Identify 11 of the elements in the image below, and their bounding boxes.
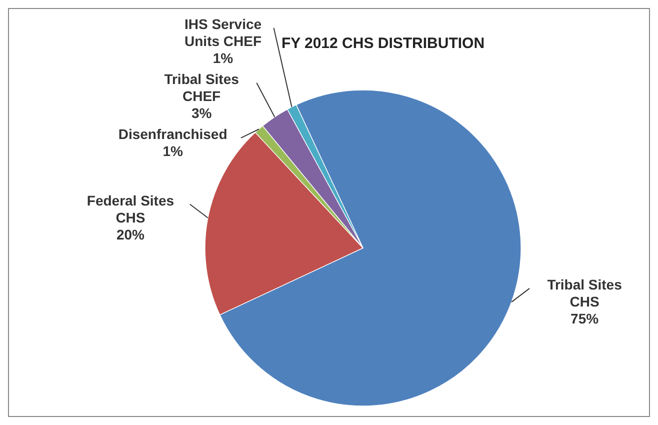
slice-label: Federal Sites CHS xyxy=(86,192,174,226)
slice-label: Tribal Sites CHEF xyxy=(164,71,240,104)
data-label: 1% xyxy=(212,50,234,66)
data-label: 3% xyxy=(191,105,212,121)
slice-label: IHS Service Units CHEF xyxy=(184,16,262,49)
data-label: 75% xyxy=(570,310,600,327)
data-label: 1% xyxy=(162,143,184,159)
slice-label: Disenfranchised xyxy=(118,126,228,142)
slice-label: Tribal Sites CHS xyxy=(547,276,622,310)
text: FY 2012 CHS DISTRIBUTION xyxy=(281,35,485,52)
data-label: 20% xyxy=(116,226,146,242)
